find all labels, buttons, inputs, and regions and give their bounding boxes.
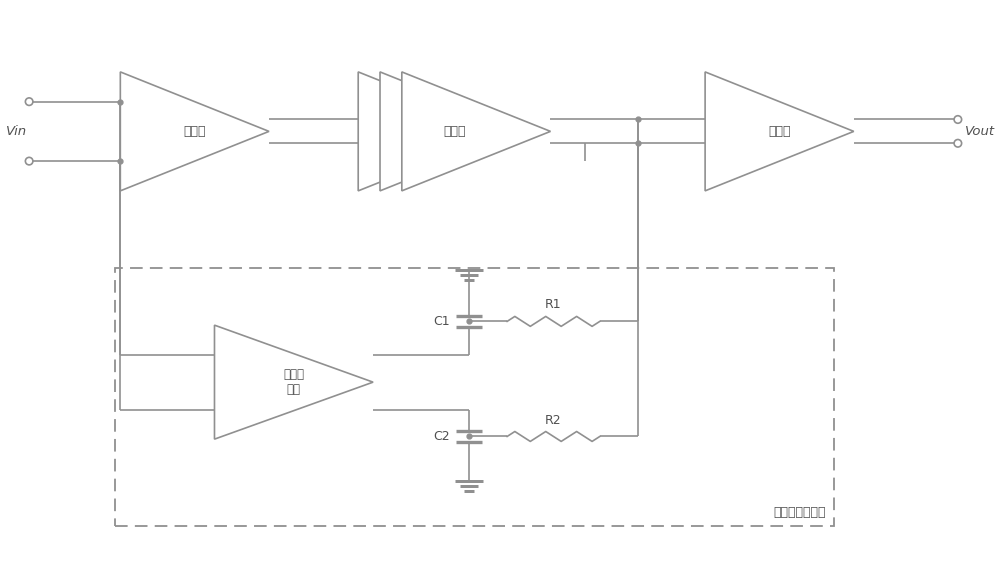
Text: C2: C2: [433, 430, 449, 443]
Text: R2: R2: [545, 414, 562, 426]
Text: 放大级: 放大级: [443, 125, 466, 138]
Text: 输出级: 输出级: [768, 125, 791, 138]
Polygon shape: [214, 325, 373, 439]
Polygon shape: [358, 72, 507, 191]
Text: 误差放
大器: 误差放 大器: [283, 368, 304, 396]
Text: C1: C1: [433, 315, 449, 328]
Polygon shape: [402, 72, 550, 191]
Polygon shape: [120, 72, 269, 191]
Text: R1: R1: [545, 299, 562, 312]
Polygon shape: [705, 72, 854, 191]
Text: 输入级: 输入级: [183, 125, 206, 138]
Text: Vout: Vout: [965, 125, 995, 138]
Text: 直流负反馈电路: 直流负反馈电路: [774, 506, 826, 519]
Polygon shape: [380, 72, 529, 191]
Text: Vin: Vin: [6, 125, 27, 138]
